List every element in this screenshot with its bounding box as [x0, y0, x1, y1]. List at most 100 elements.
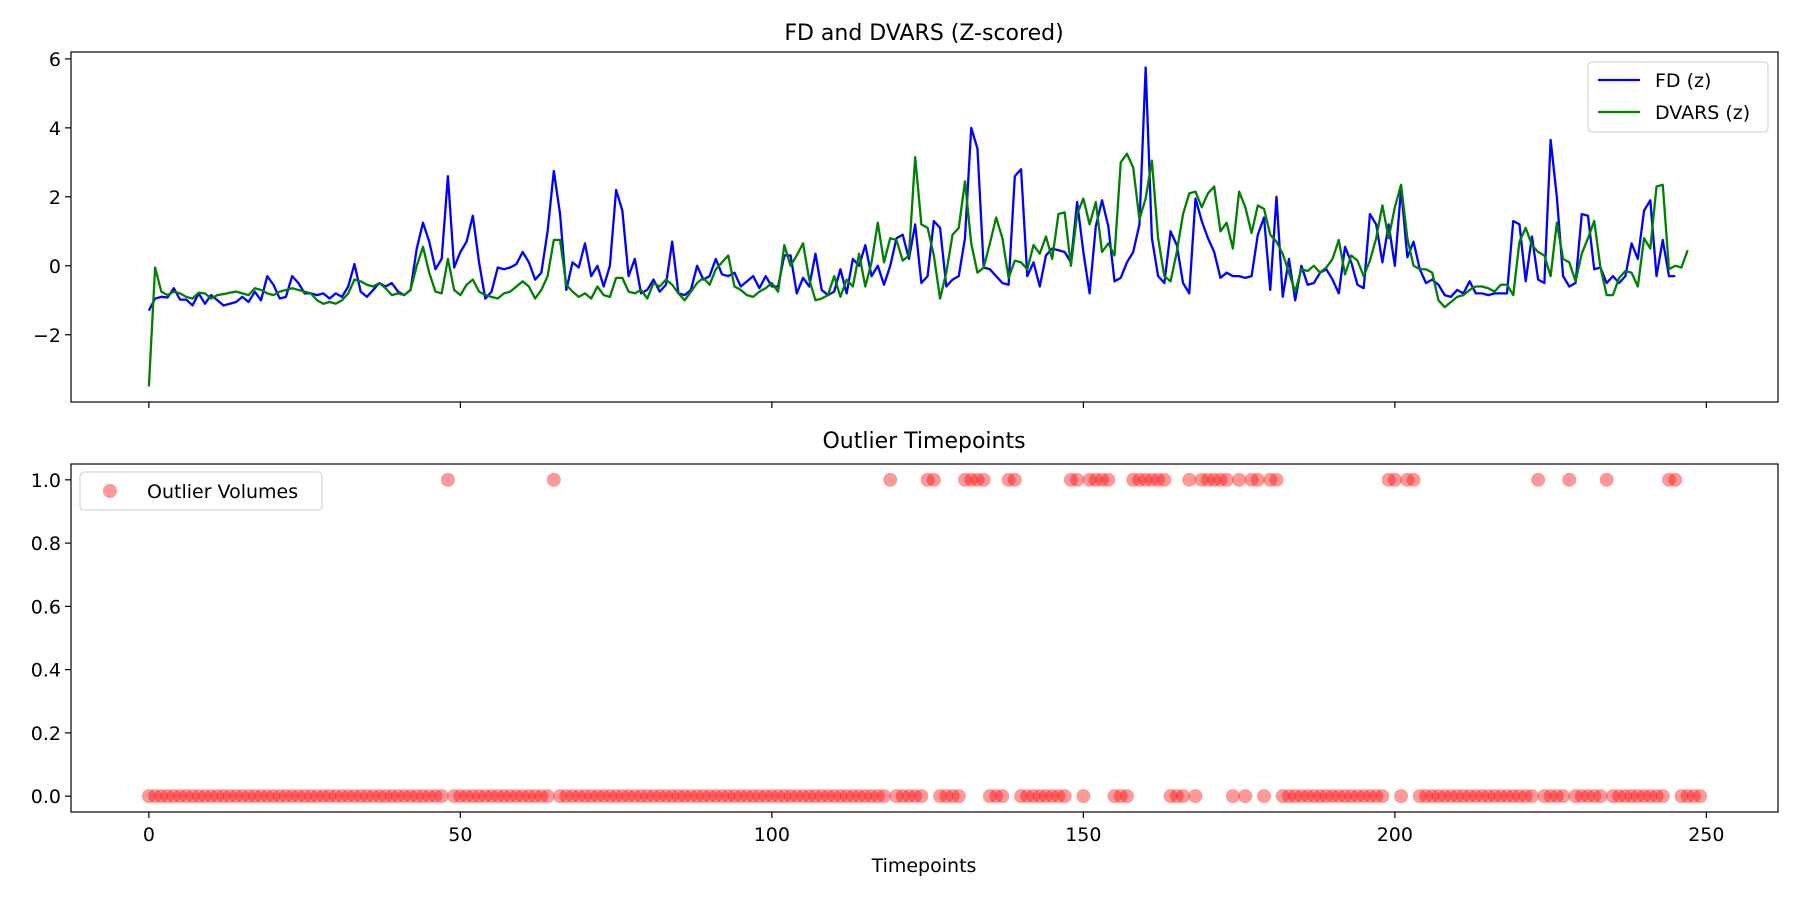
bottom-legend-box — [79, 471, 323, 511]
top-y-tick-label: 0 — [49, 256, 61, 278]
non-outlier-point — [1014, 789, 1029, 804]
legend-fd-label: FD (z) — [1655, 70, 1711, 92]
non-outlier-point — [640, 789, 655, 804]
non-outlier-point — [415, 789, 430, 804]
non-outlier-point — [154, 789, 169, 804]
non-outlier-point — [1225, 789, 1240, 804]
non-outlier-point — [1394, 789, 1409, 804]
non-outlier-point — [272, 789, 287, 804]
non-outlier-point — [1518, 789, 1533, 804]
non-outlier-point — [1076, 789, 1091, 804]
non-outlier-point — [1605, 789, 1620, 804]
non-outlier-point — [1643, 789, 1658, 804]
non-outlier-point — [453, 789, 468, 804]
non-outlier-point — [677, 789, 692, 804]
non-outlier-point — [1512, 789, 1527, 804]
bottom-x-tick-label: 200 — [1377, 824, 1413, 846]
non-outlier-point — [490, 789, 505, 804]
non-outlier-point — [1624, 789, 1639, 804]
non-outlier-point — [335, 789, 349, 804]
outlier-point — [1387, 472, 1402, 487]
non-outlier-point — [658, 789, 673, 804]
non-outlier-point — [235, 789, 250, 804]
non-outlier-point — [241, 789, 256, 804]
non-outlier-point — [708, 789, 723, 804]
non-outlier-point — [889, 789, 904, 804]
non-outlier-point — [1580, 789, 1595, 804]
outlier-point — [1244, 472, 1259, 487]
non-outlier-point — [528, 789, 543, 804]
non-outlier-point — [914, 789, 929, 804]
non-outlier-point — [602, 789, 617, 804]
non-outlier-point — [291, 789, 306, 804]
outlier-point — [1200, 472, 1215, 487]
non-outlier-point — [864, 789, 879, 804]
non-outlier-point — [1443, 789, 1458, 804]
non-outlier-point — [1362, 789, 1377, 804]
bottom-y-tick-label: 0.8 — [31, 533, 61, 555]
non-outlier-point — [939, 789, 954, 804]
non-outlier-point — [995, 789, 1010, 804]
top-legend: FD (z) DVARS (z) — [1587, 61, 1769, 133]
non-outlier-point — [621, 789, 636, 804]
outlier-point — [1132, 472, 1147, 487]
non-outlier-point — [166, 789, 181, 804]
non-outlier-point — [1462, 789, 1477, 804]
non-outlier-point — [627, 789, 642, 804]
non-outlier-point — [1356, 789, 1371, 804]
outlier-point — [883, 472, 898, 487]
non-outlier-point — [895, 789, 910, 804]
non-outlier-point — [1587, 789, 1602, 804]
non-outlier-point — [789, 789, 804, 804]
non-outlier-point — [683, 789, 698, 804]
non-outlier-point — [1038, 789, 1053, 804]
non-outlier-point — [366, 789, 381, 804]
outlier-point — [546, 472, 561, 487]
non-outlier-point — [1113, 789, 1128, 804]
non-outlier-point — [1119, 789, 1134, 804]
legend-outlier-label: Outlier Volumes — [147, 481, 298, 503]
non-outlier-point — [808, 789, 823, 804]
bottom-plot-frame — [70, 463, 1779, 813]
outlier-point — [1213, 472, 1228, 487]
non-outlier-point — [1618, 789, 1633, 804]
bottom-y-tick-label: 0.2 — [31, 723, 61, 745]
non-outlier-point — [266, 789, 281, 804]
non-outlier-point — [733, 789, 748, 804]
non-outlier-point — [1419, 789, 1434, 804]
non-outlier-point — [148, 789, 163, 804]
bottom-y-tick-label: 0.6 — [31, 596, 61, 618]
non-outlier-point — [1655, 789, 1670, 804]
outlier-point — [1007, 472, 1022, 487]
non-outlier-point — [1456, 789, 1471, 804]
non-outlier-point — [1051, 789, 1066, 804]
bottom-x-tick-label: 0 — [143, 824, 155, 846]
non-outlier-point — [1487, 789, 1502, 804]
non-outlier-point — [796, 789, 811, 804]
non-outlier-point — [783, 789, 798, 804]
non-outlier-point — [559, 789, 574, 804]
outlier-point — [1070, 472, 1085, 487]
non-outlier-point — [515, 789, 530, 804]
outlier-point — [1001, 472, 1016, 487]
non-outlier-point — [989, 789, 1004, 804]
non-outlier-point — [1344, 789, 1359, 804]
non-outlier-point — [297, 789, 312, 804]
non-outlier-point — [739, 789, 754, 804]
bottom-x-tick-label: 50 — [448, 824, 472, 846]
non-outlier-point — [210, 789, 225, 804]
non-outlier-point — [1674, 789, 1689, 804]
non-outlier-point — [1375, 789, 1390, 804]
non-outlier-point — [671, 789, 686, 804]
outlier-point — [1101, 472, 1116, 487]
non-outlier-point — [1431, 789, 1446, 804]
outlier-point — [1668, 472, 1683, 487]
non-outlier-point — [1450, 789, 1465, 804]
outlier-axes: Outlier Timepoints 0.0 0.2 0.4 0.6 0.8 1.0 0 5… — [31, 429, 1779, 877]
bottom-y-tick-label: 0.4 — [31, 660, 61, 682]
non-outlier-point — [565, 789, 580, 804]
outlier-point — [1151, 472, 1166, 487]
non-outlier-point — [397, 789, 412, 804]
non-outlier-point — [465, 789, 480, 804]
non-outlier-point — [690, 789, 705, 804]
